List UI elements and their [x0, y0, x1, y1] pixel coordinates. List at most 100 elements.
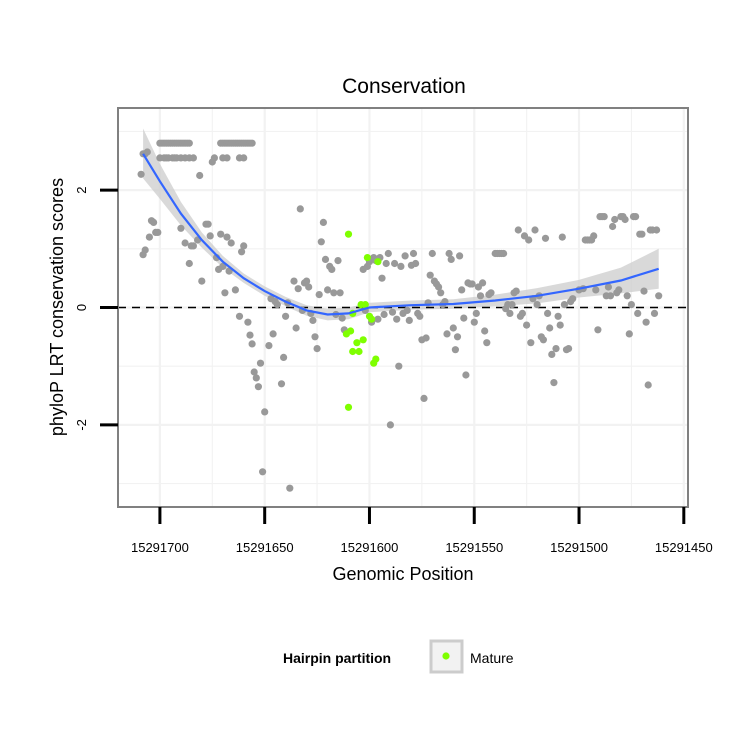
y-axis: -2 0 2	[74, 186, 118, 431]
data-point-mature	[344, 403, 353, 411]
x-tick-label: 15291500	[550, 540, 608, 555]
data-point-mature	[368, 315, 376, 323]
data-point	[177, 224, 185, 232]
data-point	[280, 353, 288, 361]
x-tick-label: 15291550	[445, 540, 503, 555]
y-tick-label: 0	[74, 304, 89, 311]
data-point	[397, 262, 405, 270]
data-point	[476, 292, 485, 300]
data-point-mature	[372, 355, 380, 363]
data-point	[609, 222, 617, 231]
y-axis-title: phyloP LRT conservation scores	[47, 178, 67, 436]
data-point	[382, 259, 390, 268]
data-point	[401, 252, 409, 260]
data-point	[487, 289, 495, 297]
y-tick-label: -2	[74, 419, 89, 431]
data-point	[386, 421, 394, 429]
smooth-line	[142, 153, 660, 316]
smooth-curve	[142, 153, 660, 316]
data-point	[395, 362, 403, 370]
data-point	[479, 279, 487, 287]
data-point	[451, 346, 459, 354]
data-point	[462, 371, 470, 379]
data-point	[296, 205, 304, 213]
x-axis-title: Genomic Position	[332, 564, 473, 584]
data-point	[428, 249, 436, 258]
data-point	[189, 154, 197, 162]
data-point	[453, 333, 462, 341]
data-point	[412, 259, 420, 268]
y-tick-label: 2	[74, 186, 89, 193]
data-point	[623, 292, 631, 300]
x-axis: 15291700 15291650 15291600 15291550 15291500…	[131, 507, 713, 555]
data-point	[227, 239, 235, 247]
x-tick-label: 15291450	[655, 540, 713, 555]
data-point	[420, 394, 428, 402]
data-point	[546, 324, 554, 332]
data-point	[533, 301, 541, 309]
data-point	[422, 334, 430, 342]
data-point	[449, 324, 457, 332]
data-point	[481, 327, 489, 335]
data-point	[269, 330, 277, 338]
data-point	[445, 249, 453, 258]
data-point	[256, 359, 265, 367]
data-point-mature	[353, 339, 361, 347]
data-point	[472, 309, 480, 317]
data-point	[313, 345, 321, 353]
data-point	[217, 230, 225, 238]
points-layer	[137, 139, 663, 492]
data-point	[317, 238, 325, 246]
data-point	[634, 309, 642, 317]
data-point	[468, 280, 476, 288]
data-point-mature	[355, 347, 363, 356]
data-point	[219, 262, 227, 270]
data-point	[221, 289, 229, 297]
data-point	[426, 271, 434, 279]
data-point	[514, 226, 522, 234]
data-point	[223, 154, 231, 162]
data-point-mature	[361, 301, 369, 309]
chart-title: Conservation	[342, 75, 466, 98]
data-point	[391, 259, 399, 268]
x-tick-label: 15291650	[236, 540, 294, 555]
data-point-mature	[363, 254, 371, 262]
data-point	[460, 314, 468, 322]
data-point	[409, 249, 418, 258]
data-point	[273, 301, 281, 309]
data-point	[303, 277, 311, 285]
data-point	[606, 292, 615, 300]
data-point	[137, 170, 145, 178]
data-point	[437, 289, 445, 297]
data-point	[265, 342, 273, 350]
data-point	[594, 326, 602, 334]
data-point-mature	[344, 230, 353, 238]
data-point	[541, 234, 550, 242]
data-point	[560, 301, 569, 309]
data-point	[235, 312, 244, 320]
data-point	[615, 286, 623, 294]
data-point	[443, 330, 451, 338]
data-point	[290, 277, 298, 285]
data-point	[393, 315, 401, 323]
data-point	[600, 213, 608, 221]
data-point	[238, 248, 246, 256]
data-point	[181, 239, 189, 247]
data-point	[252, 374, 260, 382]
data-point	[650, 309, 659, 317]
data-point	[154, 228, 162, 236]
data-point-mature	[349, 347, 357, 356]
data-point	[259, 468, 267, 476]
data-point	[416, 312, 424, 320]
data-point	[309, 316, 317, 324]
data-point	[405, 316, 413, 324]
data-point	[231, 286, 239, 294]
data-point	[380, 310, 388, 319]
data-point	[604, 283, 613, 291]
data-point	[338, 314, 346, 322]
data-point	[512, 287, 520, 295]
data-point	[403, 306, 411, 314]
data-point	[143, 148, 151, 156]
data-point	[185, 139, 193, 147]
data-point-mature	[347, 327, 355, 335]
